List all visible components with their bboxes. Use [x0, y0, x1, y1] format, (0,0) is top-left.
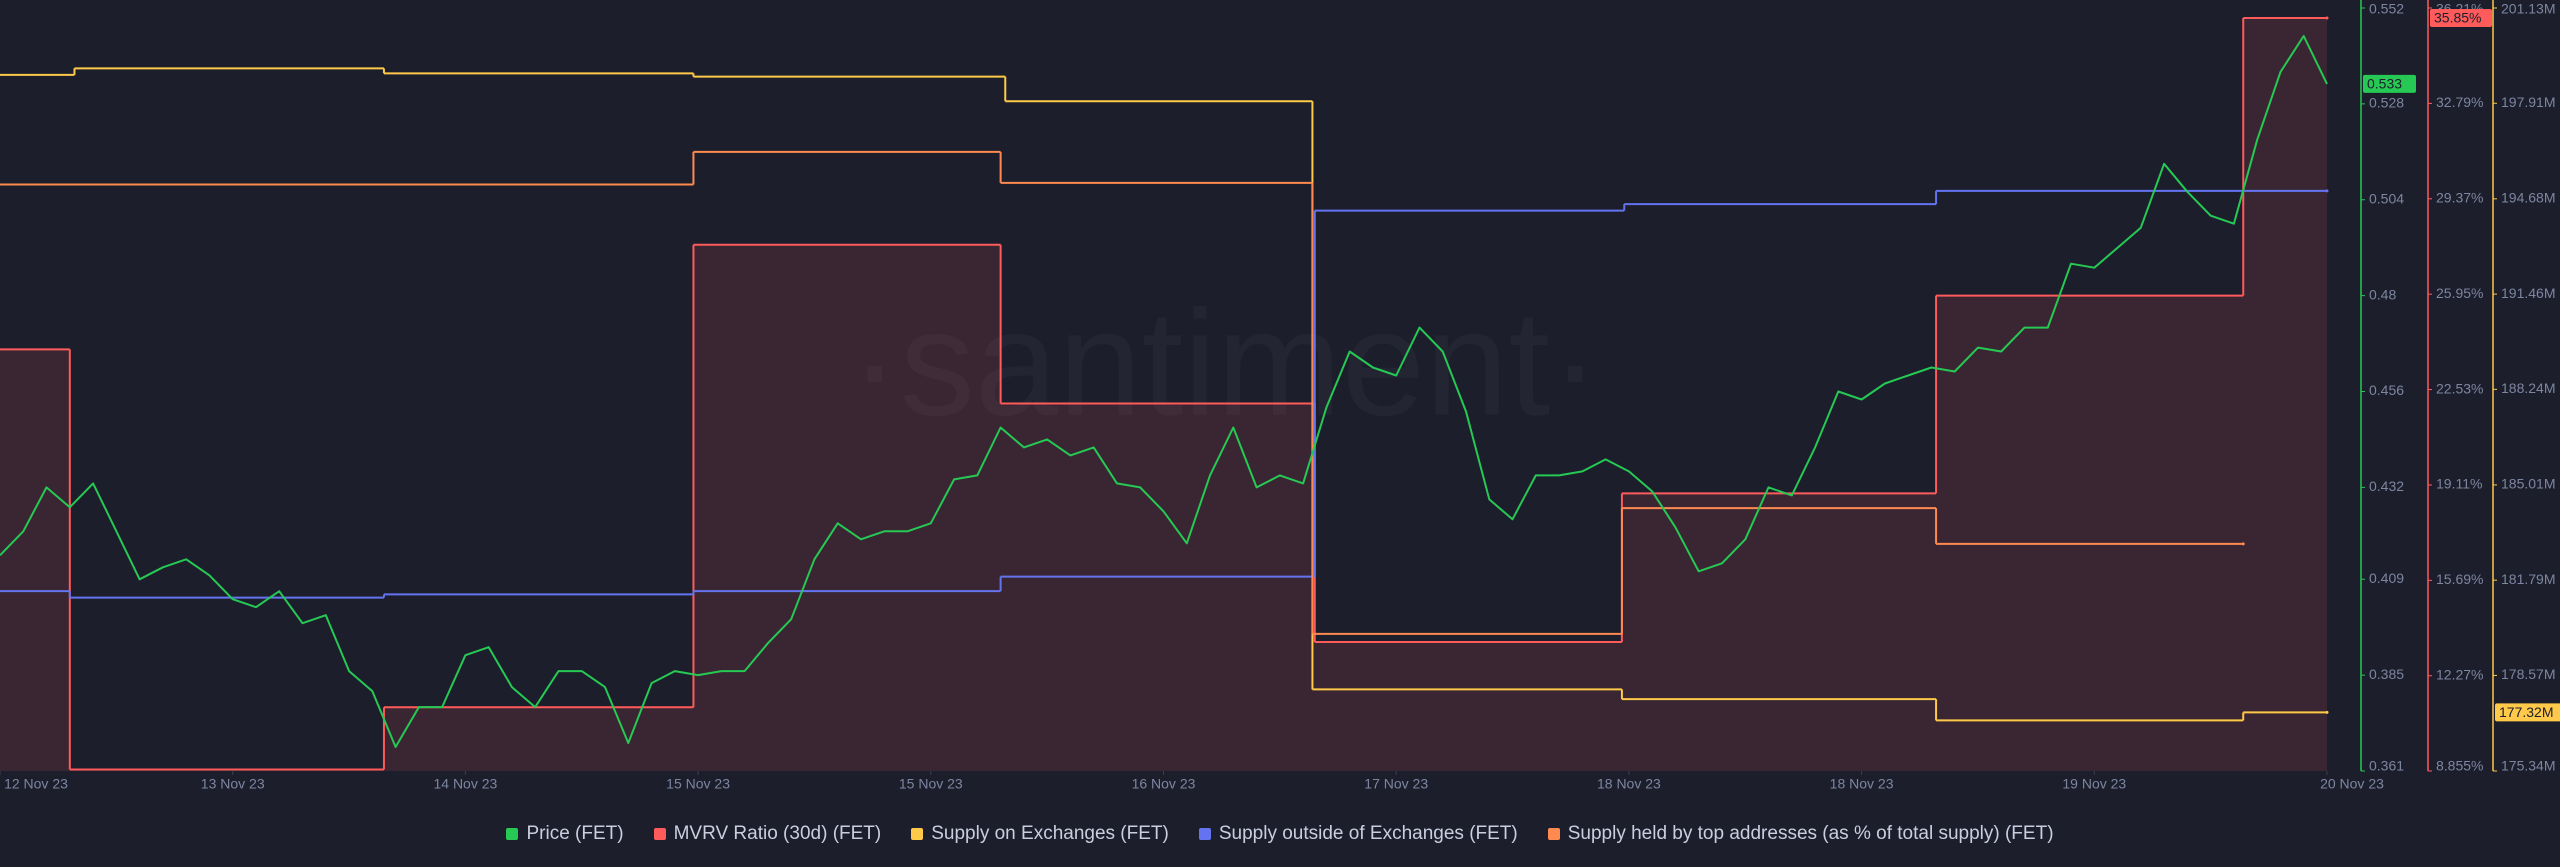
y-tick-label: 0.552: [2369, 1, 2404, 17]
area-segment: [2243, 18, 2327, 771]
area-segment: [383, 707, 694, 771]
legend-label: Price (FET): [526, 823, 624, 844]
legend-swatch: [1198, 828, 1211, 840]
last-value-badge: [2495, 703, 2560, 722]
end-point: [2325, 16, 2329, 20]
legend: Price (FET) MVRV Ratio (30d) (FET) Supply …: [0, 818, 2560, 850]
last-value-label: 35.85%: [2434, 10, 2481, 26]
area-segment: [0, 349, 70, 771]
legend-item[interactable]: MVRV Ratio (30d) (FET): [653, 823, 882, 845]
y-tick-label: 15.69%: [2436, 571, 2483, 587]
x-tick-label: 15 Nov 23: [666, 776, 730, 792]
x-tick-label: 19 Nov 23: [2062, 776, 2126, 792]
last-value-badge: [2363, 74, 2416, 93]
last-value-badge: [2430, 9, 2492, 28]
plot: [0, 16, 2329, 772]
y-tick-label: 19.11%: [2436, 476, 2482, 492]
end-point: [2325, 189, 2329, 193]
end-point: [2325, 710, 2329, 714]
area-segment: [693, 244, 1001, 772]
y-tick-label: 0.48: [2369, 286, 2396, 302]
y-tick-label: 0.504: [2369, 190, 2404, 206]
price-line: [0, 35, 2328, 748]
last-value-label: 0.533: [2367, 76, 2402, 92]
legend-swatch: [1547, 828, 1560, 840]
x-tick-label: 14 Nov 23: [433, 776, 497, 792]
legend-label: MVRV Ratio (30d) (FET): [673, 823, 882, 844]
y-tick-label: 8.855%: [2436, 758, 2483, 774]
legend-swatch: [653, 828, 666, 840]
y-tick-label: 0.409: [2369, 570, 2404, 586]
y-tick-label: 175.34M: [2501, 758, 2555, 774]
y-tick-label: 191.46M: [2501, 285, 2555, 301]
x-tick-label: 13 Nov 23: [201, 776, 265, 792]
legend-swatch: [911, 828, 924, 840]
x-tick-label: 20 Nov 23: [2320, 776, 2384, 792]
y-tick-label: 0.432: [2369, 478, 2404, 494]
y-tick-label: 194.68M: [2501, 190, 2555, 206]
y-tick-label: 201.13M: [2501, 1, 2555, 17]
x-tick-label: 17 Nov 23: [1364, 776, 1428, 792]
x-tick-label: 18 Nov 23: [1597, 776, 1661, 792]
legend-item[interactable]: Supply outside of Exchanges (FET): [1198, 823, 1518, 845]
y-tick-label: 29.37%: [2436, 189, 2483, 205]
legend-label: Supply held by top addresses (as % of to…: [1567, 823, 2054, 844]
y-tick-label: 32.79%: [2436, 94, 2483, 110]
legend-item[interactable]: Price (FET): [506, 823, 624, 845]
x-tick-label: 12 Nov 23: [4, 776, 68, 792]
area-segment: [1936, 295, 2244, 771]
y-tick-label: 0.361: [2369, 758, 2404, 774]
area-segment: [1314, 641, 1622, 771]
last-value-label: 177.32M: [2499, 704, 2553, 720]
area-segment: [1621, 493, 1937, 771]
y-tick-label: 185.01M: [2501, 476, 2555, 492]
x-tick-label: 18 Nov 23: [1830, 776, 1894, 792]
y-tick-label: 0.385: [2369, 666, 2404, 682]
area-segment: [1000, 403, 1315, 771]
y-tick-label: 25.95%: [2436, 285, 2483, 301]
legend-item[interactable]: Supply on Exchanges (FET): [911, 823, 1169, 845]
y-tick-label: 178.57M: [2501, 666, 2555, 682]
legend-item[interactable]: Supply held by top addresses (as % of to…: [1547, 823, 2054, 845]
end-point: [2241, 542, 2245, 546]
y-tick-label: 0.456: [2369, 382, 2404, 398]
legend-label: Supply outside of Exchanges (FET): [1218, 823, 1518, 844]
y-tick-label: 0.528: [2369, 95, 2404, 111]
legend-label: Supply on Exchanges (FET): [931, 823, 1169, 844]
chart: ·santiment· 0.5520.5280.5040.480.4560.43…: [0, 0, 2560, 792]
y-tick-label: 181.79M: [2501, 571, 2555, 587]
legend-swatch: [506, 828, 519, 840]
y-tick-label: 22.53%: [2436, 380, 2483, 396]
y-tick-label: 12.27%: [2436, 666, 2483, 682]
y-tick-label: 188.24M: [2501, 380, 2555, 396]
x-tick-label: 15 Nov 23: [899, 776, 963, 792]
y-tick-label: 197.91M: [2501, 94, 2555, 110]
x-tick-label: 16 Nov 23: [1132, 776, 1196, 792]
